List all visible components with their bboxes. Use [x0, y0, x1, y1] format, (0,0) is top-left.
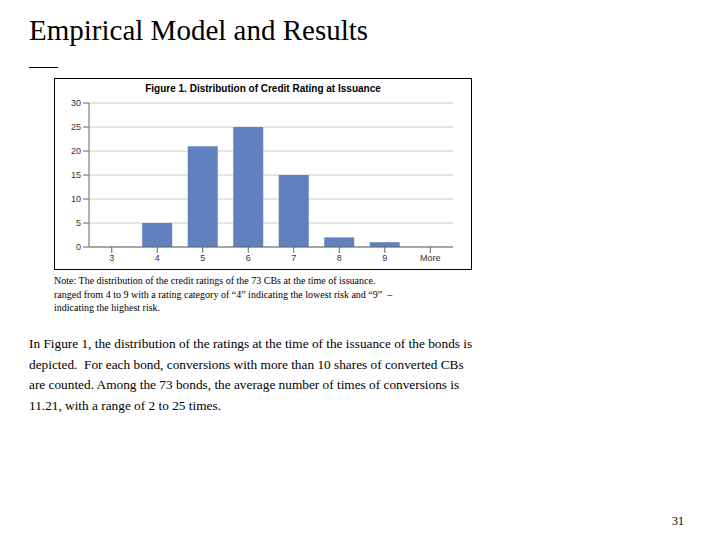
svg-text:30: 30	[71, 98, 81, 108]
svg-text:9: 9	[382, 253, 387, 263]
html-text:31: 31	[672, 514, 684, 528]
svg-text:0: 0	[76, 242, 81, 252]
html-text:Empirical Model and Results: Empirical Model and Results	[29, 14, 369, 46]
svg-text:More: More	[420, 253, 441, 263]
html-text:Figure 1. Distribution of Cred: Figure 1. Distribution of Credit Rating …	[145, 83, 381, 94]
svg-text:25: 25	[71, 122, 81, 132]
svg-text:4: 4	[155, 253, 160, 263]
html-text:In Figure 1, the distribution: In Figure 1, the distribution of the rat…	[29, 336, 473, 413]
svg-text:6: 6	[246, 253, 251, 263]
svg-text:5: 5	[200, 253, 205, 263]
svg-text:20: 20	[71, 146, 81, 156]
html-text:Note: The distribution of the: Note: The distribution of the credit rat…	[54, 275, 393, 313]
svg-text:3: 3	[109, 253, 114, 263]
svg-text:10: 10	[71, 194, 81, 204]
svg-text:8: 8	[337, 253, 342, 263]
svg-text:7: 7	[291, 253, 296, 263]
svg-text:5: 5	[76, 218, 81, 228]
svg-text:15: 15	[71, 170, 81, 180]
